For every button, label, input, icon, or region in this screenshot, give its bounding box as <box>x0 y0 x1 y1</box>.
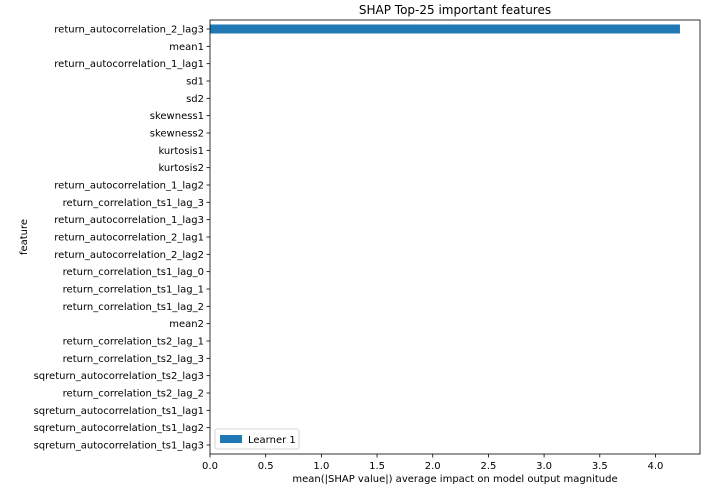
x-tick-label: 1.0 <box>313 461 329 472</box>
y-tick-label: skewness1 <box>150 111 204 122</box>
x-tick-label: 4.0 <box>648 461 664 472</box>
y-tick-label: return_correlation_ts2_lag_3 <box>63 354 204 365</box>
x-tick-label: 0.0 <box>202 461 218 472</box>
y-tick-label: return_correlation_ts2_lag_2 <box>63 389 204 400</box>
y-tick-label: return_correlation_ts1_lag_2 <box>63 302 204 313</box>
y-tick-label: return_autocorrelation_1_lag3 <box>54 215 204 226</box>
y-tick-label: kurtosis2 <box>158 163 204 174</box>
x-axis-label: mean(|SHAP value|) average impact on mod… <box>292 474 617 485</box>
y-tick-label: return_autocorrelation_2_lag3 <box>54 25 204 36</box>
y-tick-label: sqreturn_autocorrelation_ts1_lag2 <box>34 423 204 434</box>
y-tick-label: return_autocorrelation_1_lag1 <box>54 59 204 70</box>
x-tick-label: 3.5 <box>592 461 608 472</box>
y-tick-label: sd2 <box>186 94 204 105</box>
y-tick-labels: return_autocorrelation_2_lag3 mean1 return… <box>34 25 210 452</box>
x-tick-label: 1.5 <box>369 461 385 472</box>
chart-title: SHAP Top-25 important features <box>359 3 551 17</box>
legend-frame <box>214 428 300 450</box>
y-tick-label: return_autocorrelation_2_lag2 <box>54 250 204 261</box>
y-tick-label: return_correlation_ts2_lag_1 <box>63 337 204 348</box>
legend: Learner 1 <box>214 428 300 450</box>
y-tick-label: kurtosis1 <box>158 146 204 157</box>
x-tick-label: 2.5 <box>480 461 496 472</box>
y-axis-label: feature <box>19 219 30 255</box>
x-tick-label: 0.5 <box>258 461 274 472</box>
bar <box>210 24 680 34</box>
y-tick-label: mean1 <box>169 42 204 53</box>
legend-swatch <box>220 435 242 443</box>
y-tick-label: sqreturn_autocorrelation_ts1_lag3 <box>34 441 204 452</box>
y-tick-label: skewness2 <box>150 129 204 140</box>
y-tick-label: return_correlation_ts1_lag_0 <box>63 267 204 278</box>
y-tick-label: sqreturn_autocorrelation_ts2_lag3 <box>34 371 204 382</box>
x-ticks: 0.0 0.5 1.0 1.5 2.0 2.5 3.0 3.5 4.0 <box>202 454 663 472</box>
y-tick-label: sqreturn_autocorrelation_ts1_lag1 <box>34 406 204 417</box>
bars-group <box>210 24 680 34</box>
y-tick-label: return_autocorrelation_1_lag2 <box>54 181 204 192</box>
y-tick-label: return_correlation_ts1_lag_1 <box>63 285 204 296</box>
x-tick-label: 2.0 <box>425 461 441 472</box>
y-tick-label: sd1 <box>186 77 204 88</box>
y-tick-label: return_correlation_ts1_lag_3 <box>63 198 204 209</box>
y-tick-label: mean2 <box>169 319 204 330</box>
plot-frame <box>209 19 701 455</box>
x-tick-label: 3.0 <box>536 461 552 472</box>
y-tick-label: return_autocorrelation_2_lag1 <box>54 233 204 244</box>
legend-label: Learner 1 <box>248 435 296 446</box>
